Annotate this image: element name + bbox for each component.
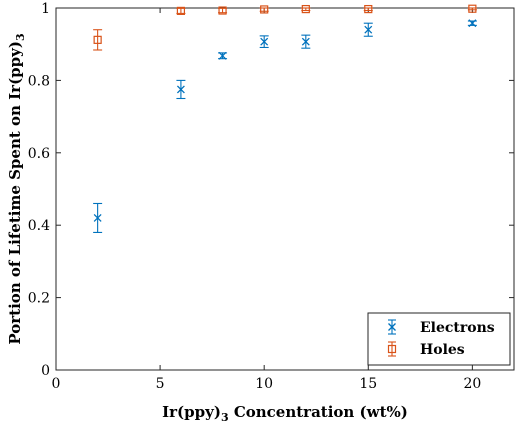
data-point xyxy=(176,6,186,15)
data-point xyxy=(93,35,102,44)
data-point xyxy=(218,51,227,60)
y-axis-title: Portion of Lifetime Spent on Ir(ppy)3 xyxy=(6,33,27,344)
series-holes xyxy=(93,4,477,51)
series-electrons xyxy=(93,19,477,233)
y-tick-label: 0.2 xyxy=(28,291,50,307)
legend-item-holes: Holes xyxy=(387,341,465,358)
data-point xyxy=(301,4,310,14)
series-layer xyxy=(93,4,477,233)
x-tick-label: 10 xyxy=(255,376,273,392)
data-point xyxy=(364,25,373,34)
x-axis-title: Ir(ppy)3 Concentration (wt%) xyxy=(162,403,408,421)
data-point xyxy=(468,4,477,13)
legend-marker xyxy=(388,323,396,331)
x-tick-label: 15 xyxy=(359,376,377,392)
y-axis: 0 0.2 0.4 0.6 0.8 1 xyxy=(28,1,514,379)
data-point xyxy=(260,37,269,46)
x-tick-label: 5 xyxy=(156,376,165,392)
data-point xyxy=(301,37,310,46)
x-tick-label: 20 xyxy=(463,376,481,392)
y-tick-label: 0.4 xyxy=(28,218,50,234)
y-tick-label: 0.6 xyxy=(28,146,50,162)
x-tick-label: 0 xyxy=(52,376,61,392)
legend-label: Electrons xyxy=(420,320,495,336)
legend-marker xyxy=(387,344,397,354)
legend-label: Holes xyxy=(420,342,465,358)
data-point xyxy=(176,85,185,94)
y-tick-label: 1 xyxy=(41,1,50,17)
y-tick-label: 0.8 xyxy=(28,73,50,89)
data-point xyxy=(93,214,102,222)
y-tick-label: 0 xyxy=(41,363,50,379)
plot-frame xyxy=(55,7,515,371)
data-point xyxy=(468,19,477,28)
data-point xyxy=(218,6,227,15)
data-point xyxy=(260,5,269,14)
legend: Electrons Holes xyxy=(367,312,511,366)
legend-item-electrons: Electrons xyxy=(388,319,495,336)
plot-area: 0 5 10 15 20 0 0.2 0.4 0.6 0.8 1 xyxy=(28,1,515,392)
data-point xyxy=(364,4,373,14)
error-bar xyxy=(93,29,103,51)
x-axis: 0 5 10 15 20 xyxy=(52,8,481,392)
